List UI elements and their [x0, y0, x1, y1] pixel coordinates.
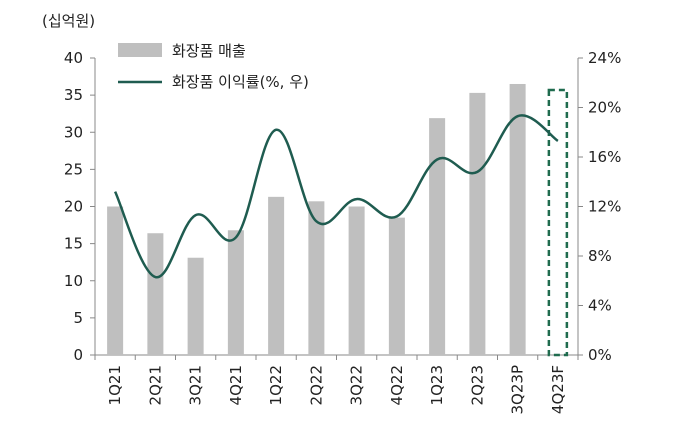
left-tick-label: 15 — [64, 235, 83, 253]
bar — [429, 118, 446, 355]
right-tick-label: 8% — [588, 247, 612, 265]
bar — [147, 233, 164, 355]
right-tick-label: 20% — [588, 99, 621, 117]
bar — [388, 217, 405, 355]
x-axis: 1Q21 2Q21 3Q21 4Q21 1Q22 2Q22 3Q22 4Q22 1Q23 2Q23… — [94, 355, 579, 414]
left-tick-label: 25 — [64, 160, 83, 178]
x-tick-label: 1Q21 — [106, 365, 124, 405]
x-tick-label: 4Q23F — [549, 365, 567, 414]
right-tick-label: 0% — [588, 346, 612, 364]
legend: 화장품 매출 화장품 이익률(%, 우) — [118, 42, 309, 91]
x-tick-label: 4Q21 — [227, 365, 245, 405]
forecast-dashed-box — [547, 88, 569, 357]
bar — [509, 83, 526, 356]
left-tick-label: 5 — [73, 309, 83, 327]
x-tick-label: 2Q23 — [468, 365, 486, 405]
x-tick-label: 4Q22 — [388, 365, 406, 405]
forecast-highlight — [547, 88, 569, 357]
legend-bar-swatch — [118, 43, 162, 57]
left-axis: 0 5 10 15 20 25 30 35 40 — [64, 49, 95, 364]
bar — [107, 206, 124, 355]
bar — [187, 257, 204, 355]
left-tick-label: 35 — [64, 86, 83, 104]
x-tick-label: 1Q22 — [267, 365, 285, 405]
x-tick-label: 1Q23 — [428, 365, 446, 405]
right-tick-label: 12% — [588, 198, 621, 216]
left-tick-label: 30 — [64, 123, 83, 141]
right-axis: 0% 4% 8% 12% 16% 20% 24% — [578, 49, 621, 364]
legend-bar-label: 화장품 매출 — [172, 42, 246, 60]
bar — [227, 230, 244, 355]
left-tick-label: 40 — [64, 49, 83, 67]
right-tick-label: 16% — [588, 148, 621, 166]
x-tick-label: 3Q21 — [187, 365, 205, 405]
left-axis-unit-label: (십억원) — [42, 12, 95, 30]
margin-line — [113, 114, 559, 279]
right-tick-label: 24% — [588, 49, 621, 67]
line-series — [113, 114, 559, 279]
left-tick-label: 10 — [64, 272, 83, 290]
x-tick-label: 2Q22 — [307, 365, 325, 405]
right-tick-label: 4% — [588, 297, 612, 315]
x-tick-label: 2Q21 — [146, 365, 164, 405]
bar — [348, 206, 365, 355]
left-tick-label: 20 — [64, 198, 83, 216]
bar — [469, 92, 486, 356]
x-tick-label: 3Q23P — [509, 365, 527, 414]
bar-series — [107, 83, 526, 356]
bar — [308, 201, 325, 355]
x-tick-label: 3Q22 — [348, 365, 366, 405]
bar — [268, 196, 285, 355]
legend-line-label: 화장품 이익률(%, 우) — [172, 73, 309, 91]
left-tick-label: 0 — [73, 346, 83, 364]
